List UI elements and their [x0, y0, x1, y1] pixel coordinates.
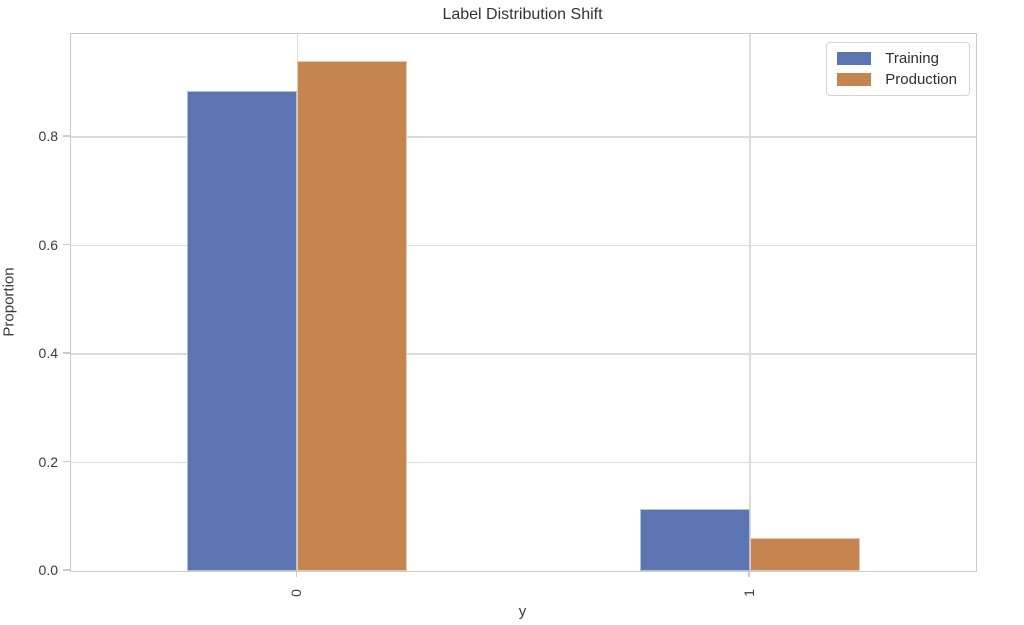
- y-gridline: [71, 461, 976, 464]
- legend-label: Production: [885, 71, 957, 88]
- y-gridline: [71, 353, 976, 355]
- bar-production-1: [749, 538, 860, 571]
- x-tick-label: 0: [288, 589, 305, 597]
- legend-item-production: Production: [837, 72, 957, 87]
- legend-swatch-training: [837, 52, 872, 65]
- legend-swatch-production: [837, 73, 872, 86]
- y-tick-label: 0.6: [38, 236, 58, 253]
- x-gridline: [749, 34, 751, 571]
- x-tick-mark: [295, 571, 297, 577]
- y-gridline: [71, 136, 976, 138]
- x-tick-label: 1: [740, 589, 757, 597]
- y-tick-mark: [63, 135, 70, 137]
- y-tick-mark: [63, 460, 70, 463]
- legend-item-training: Training: [837, 51, 957, 66]
- y-gridline: [71, 244, 976, 247]
- bar-production-0: [297, 61, 408, 571]
- bar-training-0: [187, 90, 298, 571]
- chart-title: Label Distribution Shift: [442, 6, 603, 23]
- x-axis-label: y: [518, 603, 527, 620]
- plot-area: Training Production: [70, 33, 977, 572]
- legend: Training Production: [826, 42, 970, 96]
- y-tick-mark: [63, 569, 70, 571]
- y-tick-mark: [63, 243, 70, 246]
- y-tick-label: 0.8: [38, 128, 58, 145]
- y-axis-label: Proportion: [0, 267, 18, 337]
- y-tick-label: 0.0: [38, 562, 58, 578]
- y-tick-label: 0.4: [38, 345, 58, 362]
- y-tick-label: 0.2: [38, 453, 58, 470]
- y-tick-mark: [63, 352, 70, 354]
- legend-label: Training: [885, 50, 939, 67]
- bar-training-1: [639, 508, 750, 571]
- x-tick-mark: [748, 571, 750, 577]
